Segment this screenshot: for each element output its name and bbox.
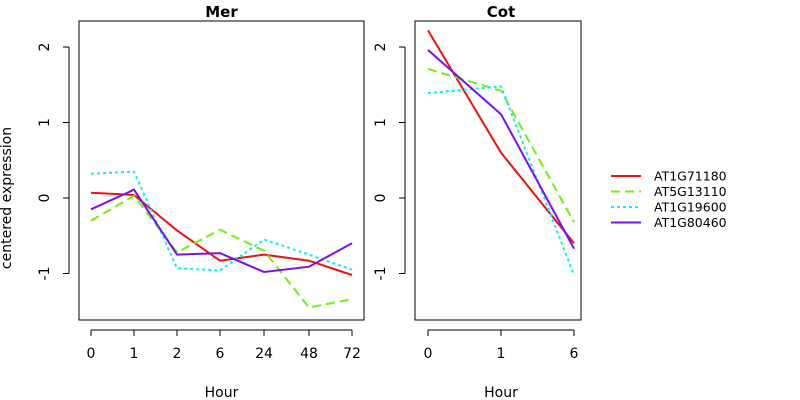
mer-y-tick-label: -1: [37, 267, 53, 281]
legend-entry-label: AT5G13110: [654, 184, 727, 199]
mer-x-tick-label: 72: [343, 346, 361, 362]
cot-y-tick-label: 0: [373, 194, 389, 203]
cot-y-tick-label: 2: [373, 43, 389, 52]
mer-y-tick-label: 2: [37, 43, 53, 52]
mer-series-line-at1g19600: [90, 170, 353, 272]
cot-series-line-at5g13110: [427, 67, 575, 223]
cot-panel: Cot Hour 0 1 6 -1 0 1 2: [373, 3, 582, 400]
mer-x-tick-label: 48: [300, 346, 318, 362]
mer-x-tick-label: 6: [216, 346, 225, 362]
mer-y-tick-label: 1: [37, 118, 53, 127]
mer-x-tick-label: 2: [173, 346, 182, 362]
mer-y-tick-label: 0: [37, 194, 53, 203]
cot-y-tick-label: -1: [373, 267, 389, 281]
mer-y-axis: -1 0 1 2: [37, 43, 70, 281]
cot-y-axis: -1 0 1 2: [373, 43, 406, 281]
mer-series-line-at1g71180: [90, 191, 353, 276]
y-axis-label: centered expression: [0, 127, 15, 269]
legend-entry-label: AT1G71180: [654, 169, 727, 184]
mer-series-group: [90, 170, 353, 309]
legend-entry-label: AT1G80460: [654, 215, 727, 230]
cot-plot-frame: [414, 20, 582, 321]
mer-panel: Mer Hour centered expression 0 1 2 6 24 48 72 …: [0, 3, 365, 400]
cot-y-tick-label: 1: [373, 118, 389, 127]
cot-x-tick-label: 6: [570, 346, 579, 362]
cot-x-axis: 0 1 6: [424, 329, 579, 362]
cot-x-axis-label: Hour: [484, 385, 518, 400]
cot-series-line-at1g71180: [427, 29, 575, 244]
mer-series-line-at5g13110: [90, 194, 353, 309]
mer-x-axis-label: Hour: [205, 385, 239, 400]
mer-x-tick-label: 0: [87, 346, 96, 362]
mer-x-axis: 0 1 2 6 24 48 72: [87, 329, 361, 362]
mer-x-tick-label: 1: [130, 346, 139, 362]
cot-chart-title: Cot: [487, 3, 515, 21]
mer-series-line-at1g80460: [90, 188, 353, 274]
cot-series-line-at1g19600: [427, 85, 575, 276]
mer-x-tick-label: 24: [255, 346, 273, 362]
cot-series-line-at1g80460: [427, 49, 575, 250]
cot-x-tick-label: 0: [424, 346, 433, 362]
mer-plot-frame: [78, 20, 365, 321]
cot-series-group: [427, 29, 575, 276]
legend-entry-label: AT1G19600: [654, 200, 727, 215]
cot-x-tick-label: 1: [497, 346, 506, 362]
mer-chart-title: Mer: [205, 3, 238, 21]
